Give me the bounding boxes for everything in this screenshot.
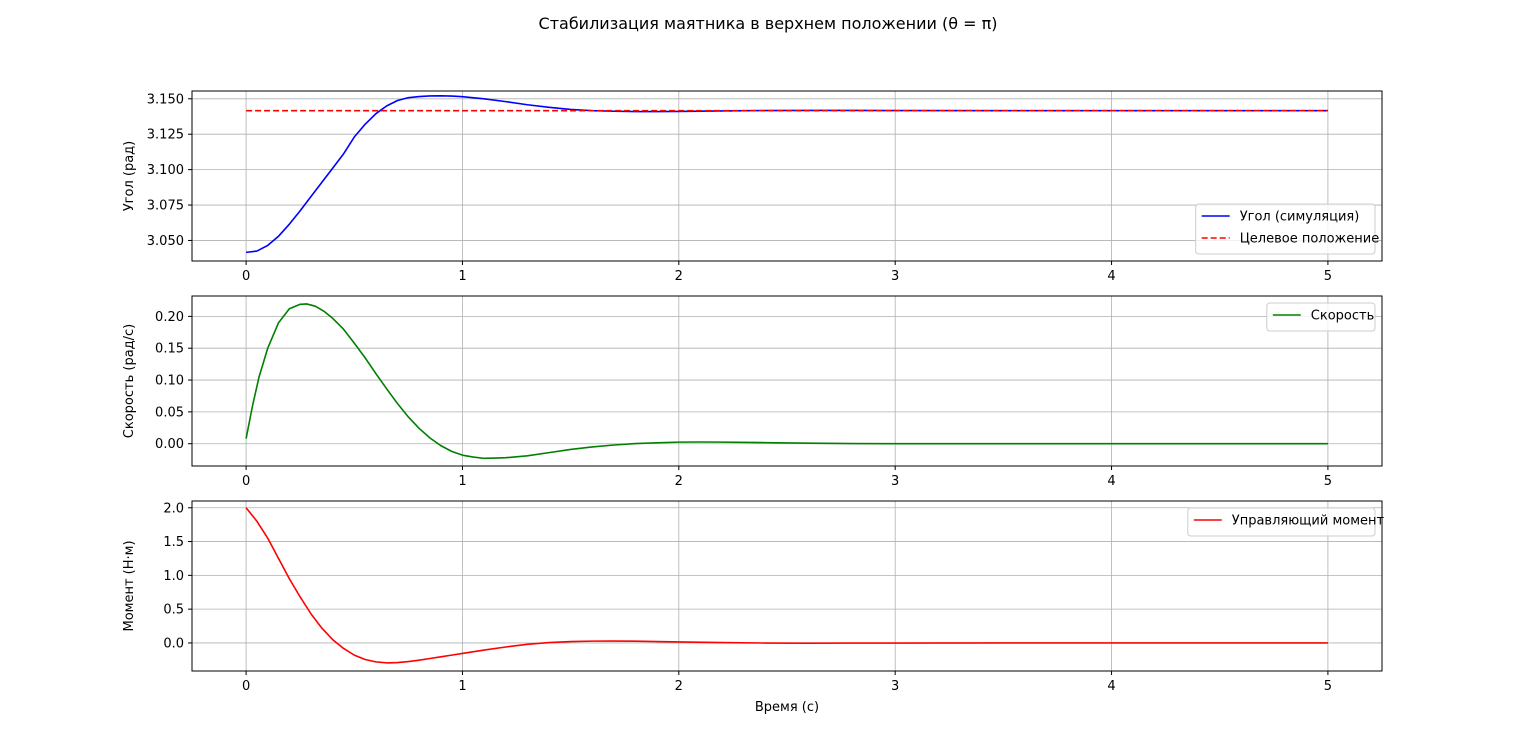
angle-subplot: 0 1 2 3 4 5 3.050 3.075 3.100 3.125 3.150 Угол (рад… [122, 90, 1383, 284]
velocity-ytick-label-4: 0.20 [155, 310, 184, 325]
angle-xtick-label-1: 1 [458, 269, 466, 284]
angle-ytick-label-4: 3.150 [147, 92, 184, 107]
velocity-ytick-label-2: 0.10 [155, 374, 184, 389]
torque-xtick-label-4: 4 [1107, 679, 1115, 694]
torque-ytick-label-1: 0.5 [163, 603, 184, 618]
velocity-ytick-label-0: 0.00 [155, 437, 184, 452]
angle-ytick-label-1: 3.075 [147, 199, 184, 214]
velocity-series-line-0 [245, 303, 1328, 460]
velocity-subplot: 0 1 2 3 4 5 0.00 0.05 0.10 0.15 0.20 Скорость (рад/… [122, 295, 1383, 489]
angle-legend-label-0: Угол (симуляция) [1240, 210, 1360, 225]
torque-subplot: 0 1 2 3 4 5 0.0 0.5 1.0 1.5 2.0 Момент (Н·м) Время (… [122, 500, 1385, 715]
velocity-xtick-label-5: 5 [1324, 474, 1332, 489]
torque-legend-box [1187, 507, 1376, 537]
torque-xtick-label-1: 1 [458, 679, 466, 694]
torque-ylabel: Момент (Н·м) [122, 540, 137, 631]
velocity-ytick-label-3: 0.15 [155, 342, 184, 357]
velocity-legend-label-0: Скорость [1311, 309, 1374, 324]
torque-xlabel: Время (с) [755, 700, 819, 715]
velocity-xtick-label-4: 4 [1107, 474, 1115, 489]
velocity-ylabel: Скорость (рад/с) [122, 324, 137, 438]
torque-ytick-label-0: 0.0 [163, 636, 184, 651]
angle-xtick-label-3: 3 [891, 269, 899, 284]
torque-xtick-label-3: 3 [891, 679, 899, 694]
torque-ytick-label-4: 2.0 [163, 501, 184, 516]
angle-legend-label-1: Целевое положение [1240, 232, 1380, 247]
angle-ytick-label-2: 3.100 [147, 163, 184, 178]
torque-series-line-0 [245, 507, 1328, 664]
angle-plot-area [192, 91, 1382, 261]
torque-ytick-label-2: 1.0 [163, 569, 184, 584]
velocity-ytick-label-1: 0.05 [155, 405, 184, 420]
angle-xtick-label-0: 0 [242, 269, 250, 284]
angle-ytick-label-0: 3.050 [147, 234, 184, 249]
figure-title: Стабилизация маятника в верхнем положени… [539, 14, 998, 33]
velocity-xtick-label-3: 3 [891, 474, 899, 489]
angle-xtick-label-4: 4 [1107, 269, 1115, 284]
torque-ytick-label-3: 1.5 [163, 535, 184, 550]
torque-xtick-label-2: 2 [675, 679, 683, 694]
velocity-xtick-label-1: 1 [458, 474, 466, 489]
velocity-xtick-label-2: 2 [675, 474, 683, 489]
torque-xtick-label-5: 5 [1324, 679, 1332, 694]
torque-legend-label-0: Управляющий момент [1232, 514, 1385, 529]
velocity-plot-area [192, 296, 1382, 466]
angle-xtick-label-2: 2 [675, 269, 683, 284]
angle-ylabel: Угол (рад) [122, 141, 137, 212]
angle-legend-box [1195, 203, 1376, 255]
velocity-axes-frame [191, 295, 1383, 467]
angle-ytick-label-3: 3.125 [147, 128, 184, 143]
torque-xtick-label-0: 0 [242, 679, 250, 694]
velocity-xtick-label-0: 0 [242, 474, 250, 489]
angle-axes-frame [191, 90, 1383, 262]
angle-xtick-label-5: 5 [1324, 269, 1332, 284]
torque-axes-frame [191, 500, 1383, 672]
velocity-legend-box [1266, 302, 1376, 332]
